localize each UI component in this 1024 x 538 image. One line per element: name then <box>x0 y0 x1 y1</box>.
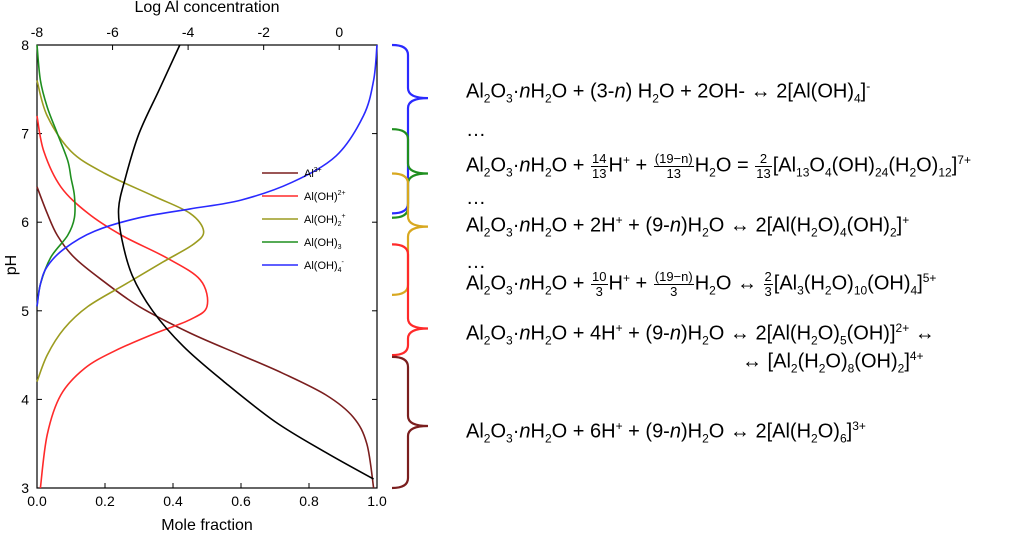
bracket-4 <box>391 355 429 490</box>
x-tick-label: 0.4 <box>163 493 183 509</box>
plot-border <box>36 44 378 489</box>
fraction-19n-3: (19−n) 3 <box>653 269 694 299</box>
x-tick-label: 0.8 <box>299 493 319 509</box>
legend-label-4: Al(OH)4- <box>304 259 345 274</box>
y-axis-label: pH <box>3 255 20 275</box>
legend: Al3+ Al(OH)2+ Al(OH)2+ Al(OH)3 Al(OH)4- <box>262 167 346 274</box>
series-line-2 <box>36 80 205 382</box>
x2-tick-label: -4 <box>182 24 195 40</box>
series-line-1 <box>36 115 209 489</box>
y-tick-label: 4 <box>21 391 29 407</box>
ellipsis-2: … <box>466 187 486 209</box>
ph-range-brackets <box>391 43 429 490</box>
fraction-2-13: 2 13 <box>755 151 772 181</box>
equation-al-oh-2plus: Al2O3·nH2O + 4H+ + (9-n)H2O ↔ 2[Al(H2O)5… <box>466 321 935 348</box>
equation-aluminate: Al2O3·nH2O + (3-n) H2O + 2OH- ↔ 2[Al(OH)… <box>466 79 871 106</box>
x2-tick-label: -2 <box>257 24 270 40</box>
species-curves <box>36 44 378 489</box>
ellipsis-3: … <box>466 251 486 273</box>
y-tick-label: 6 <box>21 214 29 230</box>
bracket-3 <box>391 243 429 357</box>
y-tick-label: 3 <box>21 480 29 496</box>
x-tick-label: 1.0 <box>367 493 387 509</box>
equation-al-aqua: Al2O3·nH2O + 6H+ + (9-n)H2O ↔ 2[Al(H2O)6… <box>466 419 866 446</box>
legend-label-1: Al(OH)2+ <box>304 190 346 203</box>
series-line-4 <box>36 44 378 307</box>
bracket-2 <box>391 172 429 296</box>
equation-al-oh2-plus: Al2O3·nH2O + 2H+ + (9-n)H2O ↔ 2[Al(H2O)4… <box>466 213 910 240</box>
series-line-0 <box>36 186 375 489</box>
x-tick-label: 0.2 <box>95 493 115 509</box>
legend-label-0: Al3+ <box>304 167 322 180</box>
x2-tick-label: -8 <box>31 24 44 40</box>
x-tick-label: 0.6 <box>231 493 251 509</box>
plot-frame: 0.0 0.2 0.4 0.6 0.8 1.0 -8 -6 -4 -2 0 3 4 5 6 7 8 <box>21 24 387 509</box>
equation-al13-keggin: Al2O3·nH2O + 14 13 H+ + (19−n) 13 H2O = 2 13[… <box>466 151 971 181</box>
series-line-5 <box>117 44 374 480</box>
legend-label-3: Al(OH)3 <box>304 237 342 251</box>
y-tick-label: 8 <box>21 37 29 53</box>
fraction-19n-13: (19−n) 13 <box>653 151 694 181</box>
series-line-3 <box>36 44 76 307</box>
fraction-14-13: 14 13 <box>591 151 608 181</box>
ellipsis-1: … <box>466 119 486 141</box>
legend-label-2: Al(OH)2+ <box>304 213 346 228</box>
equation-al2-dimer: ↔ [Al2(H2O)8(OH)2]4+ <box>742 349 924 376</box>
y-tick-label: 7 <box>21 126 29 142</box>
y-tick-label: 5 <box>21 303 29 319</box>
x-axis-label: Mole fraction <box>161 517 253 534</box>
x-tick-label: 0.0 <box>27 493 47 509</box>
fraction-10-3: 10 3 <box>591 269 608 299</box>
x2-tick-label: -6 <box>106 24 119 40</box>
equation-al3-trimer: Al2O3·nH2O + 10 3 H+ + (19−n) 3 H2O ↔ 2 3 [Al3… <box>466 269 937 299</box>
x2-tick-label: 0 <box>335 24 343 40</box>
top-axis-label: Log Al concentration <box>135 0 280 16</box>
